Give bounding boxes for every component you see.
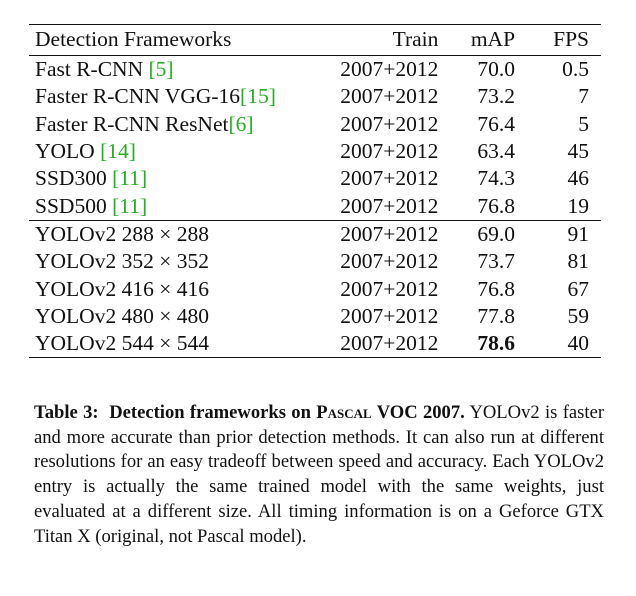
caption-title-smallcaps: Pascal — [316, 402, 372, 423]
map-cell: 77.8 — [477, 303, 516, 328]
framework-name: YOLOv2 544 × 544 — [29, 329, 309, 359]
fps-cell: 67 — [567, 276, 590, 301]
train-cell: 2007+2012 — [340, 303, 439, 328]
header-map: mAP — [438, 24, 516, 56]
table-row: YOLOv2 416 × 416 2007+2012 76.8 67 — [29, 275, 601, 302]
header-train: Train — [308, 24, 439, 56]
caption-body: YOLOv2 is faster and more accurate than … — [34, 402, 605, 547]
header-framework: Detection Frameworks — [29, 24, 309, 56]
fps-cell: 46 — [567, 166, 590, 191]
framework-label: YOLO — [35, 139, 101, 164]
map-cell: 76.8 — [477, 193, 516, 218]
train-cell: 2007+2012 — [340, 276, 439, 301]
fps-cell: 40 — [515, 329, 601, 359]
table-row: YOLOv2 288 × 288 2007+2012 69.0 91 — [29, 219, 601, 249]
fps-cell: 81 — [567, 249, 590, 274]
framework-name: Faster R-CNN VGG-16[15] — [29, 83, 309, 110]
table-row: YOLOv2 352 × 352 2007+2012 73.7 81 — [29, 248, 601, 275]
train-cell: 2007+2012 — [308, 219, 439, 249]
table-row: SSD500 [11] 2007+2012 76.8 19 — [29, 192, 601, 220]
framework-name: YOLO [14] — [29, 138, 309, 165]
citation-link[interactable]: [11] — [112, 166, 148, 191]
framework-name: YOLOv2 352 × 352 — [35, 249, 209, 274]
framework-label: Fast R-CNN — [35, 57, 149, 82]
fps-cell: 59 — [567, 303, 590, 328]
train-cell: 2007+2012 — [340, 139, 439, 164]
framework-label: SSD300 — [35, 166, 113, 191]
map-cell: 76.4 — [477, 111, 516, 136]
results-table-container: Detection Frameworks Train mAP FPS Fast … — [29, 24, 601, 359]
table-header-row: Detection Frameworks Train mAP FPS — [29, 24, 601, 56]
citation-link[interactable]: [14] — [100, 139, 136, 164]
table-row: SSD300 [11] 2007+2012 74.3 46 — [29, 165, 601, 192]
table-row: YOLOv2 544 × 544 2007+2012 78.6 40 — [29, 329, 601, 359]
train-cell: 2007+2012 — [340, 249, 439, 274]
map-cell: 73.2 — [477, 84, 516, 109]
fps-cell: 0.5 — [562, 57, 589, 82]
caption-title: Detection frameworks on Pascal VOC 2007. — [109, 402, 465, 423]
framework-name: YOLOv2 480 × 480 — [35, 303, 209, 328]
framework-label: SSD500 — [35, 193, 113, 218]
caption-title-post: VOC 2007. — [371, 402, 465, 423]
table-row: Faster R-CNN ResNet[6] 2007+2012 76.4 5 — [29, 111, 601, 138]
citation-link[interactable]: [6] — [228, 111, 254, 136]
table-row: YOLO [14] 2007+2012 63.4 45 — [29, 138, 601, 165]
map-cell: 63.4 — [477, 139, 516, 164]
caption-label: Table 3: — [34, 402, 99, 423]
map-cell: 76.8 — [477, 276, 516, 301]
framework-name: SSD300 [11] — [29, 165, 309, 192]
train-cell: 2007+2012 — [340, 111, 439, 136]
framework-name: Faster R-CNN ResNet[6] — [29, 111, 309, 138]
table-row: Faster R-CNN VGG-16[15] 2007+2012 73.2 7 — [29, 83, 601, 110]
train-cell: 2007+2012 — [340, 193, 439, 218]
framework-name: YOLOv2 288 × 288 — [29, 219, 309, 249]
train-cell: 2007+2012 — [340, 84, 439, 109]
citation-link[interactable]: [15] — [240, 84, 276, 109]
map-cell: 74.3 — [477, 166, 516, 191]
fps-cell: 19 — [567, 193, 590, 218]
fps-cell: 45 — [567, 139, 590, 164]
map-cell: 73.7 — [477, 249, 516, 274]
train-cell: 2007+2012 — [308, 329, 439, 359]
framework-name: Fast R-CNN [5] — [29, 56, 309, 84]
table-row: Fast R-CNN [5] 2007+2012 70.0 0.5 — [29, 56, 601, 84]
train-cell: 2007+2012 — [340, 57, 439, 82]
table-caption: Table 3: Detection frameworks on Pascal … — [34, 401, 604, 549]
framework-name: SSD500 [11] — [29, 192, 309, 220]
fps-cell: 5 — [578, 111, 589, 136]
train-cell: 2007+2012 — [340, 166, 439, 191]
caption-title-pre: Detection frameworks on — [109, 402, 317, 423]
detection-frameworks-table: Detection Frameworks Train mAP FPS Fast … — [29, 24, 601, 359]
citation-link[interactable]: [5] — [148, 57, 174, 82]
framework-name: YOLOv2 416 × 416 — [35, 276, 209, 301]
framework-label: Faster R-CNN ResNet — [35, 111, 229, 136]
map-cell: 70.0 — [477, 57, 516, 82]
table-row: YOLOv2 480 × 480 2007+2012 77.8 59 — [29, 303, 601, 330]
fps-cell: 91 — [515, 219, 601, 249]
map-cell: 69.0 — [438, 219, 516, 249]
framework-label: Faster R-CNN VGG-16 — [35, 84, 241, 109]
map-cell-best: 78.6 — [438, 329, 516, 359]
fps-cell: 7 — [578, 84, 589, 109]
citation-link[interactable]: [11] — [112, 193, 148, 218]
header-fps: FPS — [515, 24, 601, 56]
